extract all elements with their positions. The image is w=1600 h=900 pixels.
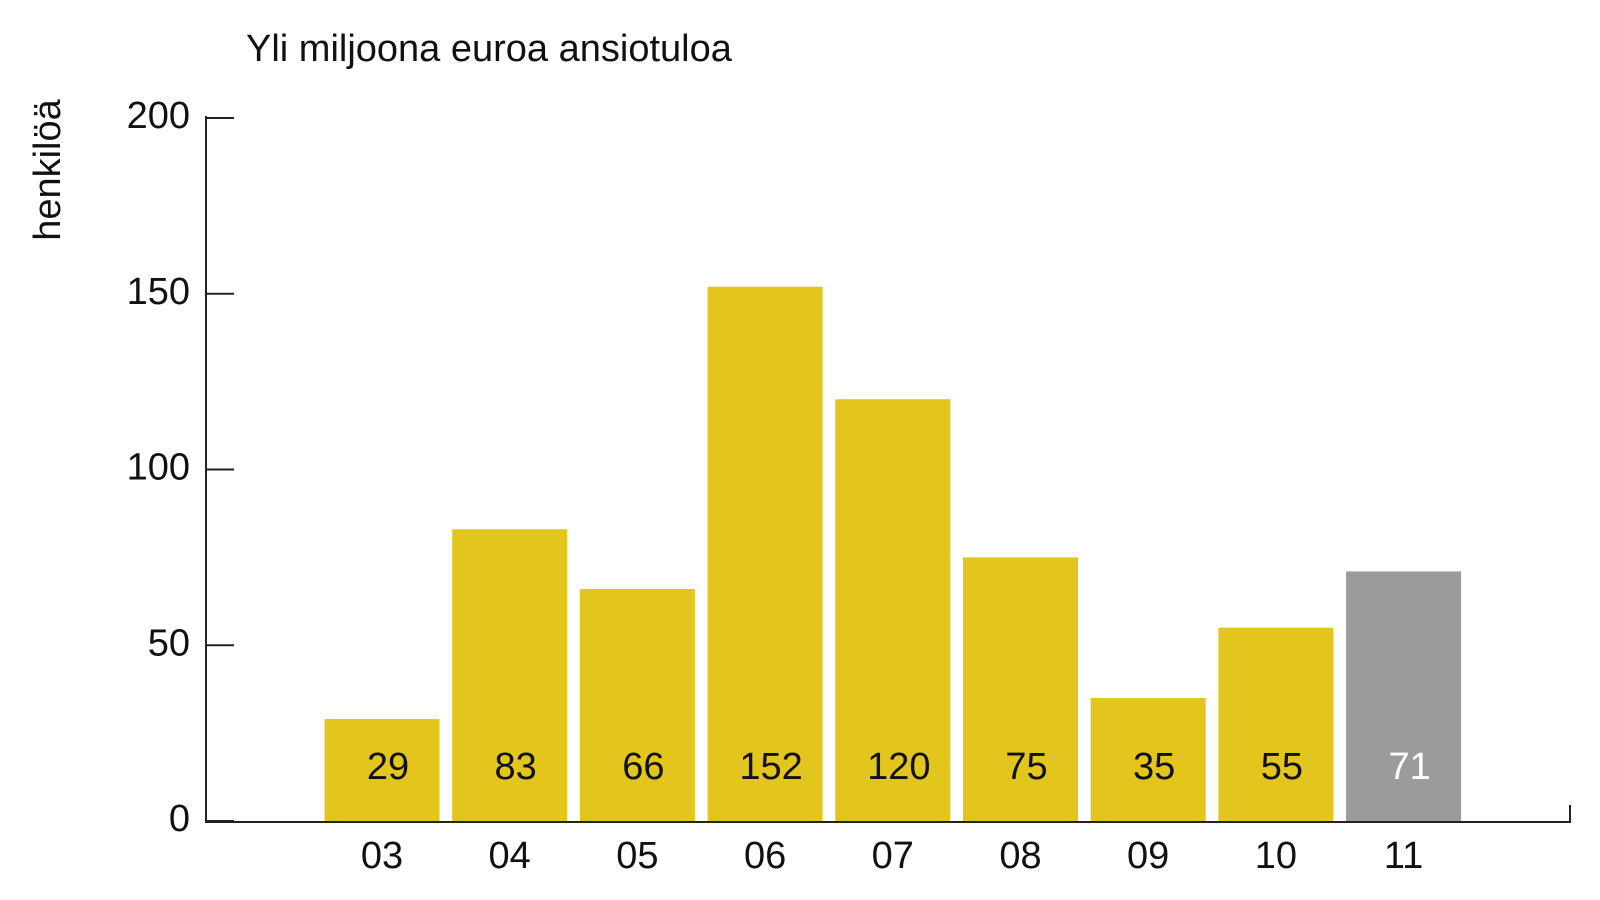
x-tick-label: 09 — [1127, 835, 1169, 877]
bar — [1090, 697, 1206, 821]
value-label: 66 — [622, 746, 664, 788]
x-tick-label: 07 — [872, 835, 914, 877]
x-tick-label: 04 — [489, 835, 531, 877]
bar — [1346, 571, 1462, 821]
value-label: 29 — [367, 746, 409, 788]
bar — [707, 286, 823, 822]
bar — [835, 399, 951, 821]
x-tick-label: 05 — [616, 835, 658, 877]
value-label: 75 — [1005, 746, 1047, 788]
x-tick-label: 03 — [361, 835, 403, 877]
value-label: 55 — [1261, 746, 1303, 788]
value-label: 152 — [739, 746, 802, 788]
bar — [963, 557, 1078, 821]
y-tick-label: 200 — [127, 95, 190, 137]
y-axis-label: henkilöä — [27, 98, 69, 240]
y-tick-label: 150 — [127, 271, 190, 313]
chart-title: Yli miljoona euroa ansiotuloa — [246, 28, 733, 70]
x-tick-label: 06 — [744, 835, 786, 877]
value-label: 120 — [867, 746, 930, 788]
x-tick-label: 08 — [999, 835, 1041, 877]
bar — [579, 589, 695, 821]
y-tick-label: 100 — [127, 447, 190, 489]
x-tick-label: 11 — [1384, 835, 1423, 877]
value-label: 71 — [1388, 746, 1430, 788]
value-label: 35 — [1133, 746, 1175, 788]
bar — [452, 529, 568, 821]
x-tick-label: 10 — [1255, 835, 1297, 877]
y-tick-label: 0 — [169, 798, 190, 840]
bar — [1218, 627, 1334, 821]
bar — [324, 719, 440, 821]
y-tick-label: 50 — [148, 622, 190, 664]
value-label: 83 — [495, 746, 537, 788]
